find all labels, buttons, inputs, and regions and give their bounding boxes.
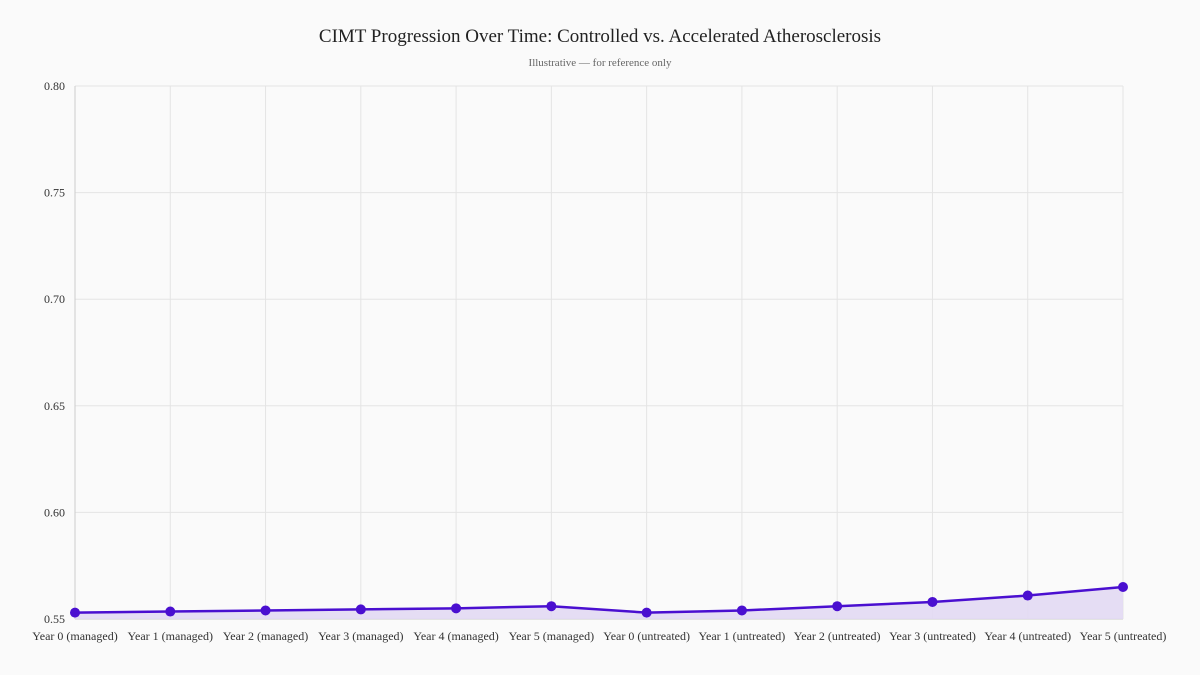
data-point [736,605,747,616]
data-point [451,603,462,614]
y-tick-label: 0.55 [44,612,65,626]
data-point [927,596,938,607]
x-tick-label: Year 3 (untreated) [889,629,976,643]
x-tick-label: Year 0 (managed) [32,629,117,643]
y-tick-label: 0.60 [44,505,65,519]
series-line [74,585,1124,614]
y-tick-label: 0.70 [44,292,65,306]
x-tick-label: Year 1 (managed) [128,629,213,643]
data-point [165,606,176,617]
data-point [355,604,366,615]
x-tick-label: Year 2 (managed) [223,629,308,643]
data-point [641,607,652,618]
y-tick-label: 0.65 [44,399,65,413]
data-point [1118,582,1128,593]
series-area [75,587,1123,619]
data-point [546,601,557,612]
data-point [260,605,271,616]
x-tick-label: Year 1 (untreated) [699,629,786,643]
x-tick-label: Year 4 (untreated) [984,629,1071,643]
x-tick-label: Year 5 (managed) [509,629,594,643]
x-tick-label: Year 4 (managed) [413,629,498,643]
x-tick-label: Year 5 (untreated) [1080,629,1167,643]
chart-title: CIMT Progression Over Time: Controlled v… [318,26,882,47]
y-tick-label: 0.75 [44,186,65,200]
x-tick-label: Year 3 (managed) [318,629,403,643]
chart-subtitle: Illustrative — for reference only [528,57,672,69]
x-tick-label: Year 2 (untreated) [794,629,881,643]
data-point [70,607,80,618]
x-tick-label: Year 0 (untreated) [603,629,690,643]
y-tick-label: 0.80 [44,79,65,93]
data-point [832,601,843,612]
data-point [1022,590,1033,601]
